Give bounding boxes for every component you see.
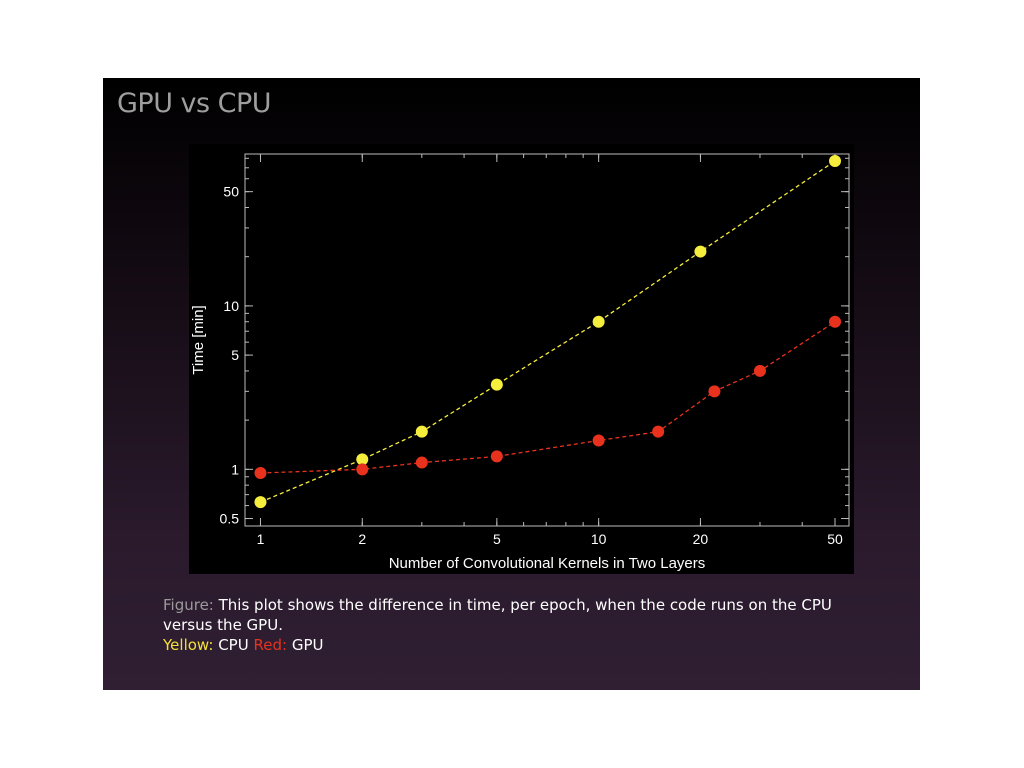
slide-title: GPU vs CPU [117,88,272,119]
data-point-cpu [254,496,267,509]
caption-figure-key: Figure: [163,596,214,614]
data-point-cpu [490,378,503,391]
y-tick-label: 50 [223,184,239,200]
series-line-gpu [260,321,836,474]
plot-frame [244,153,850,527]
data-point-gpu [652,425,665,438]
y-tick-label: 5 [231,347,239,363]
chart-background [189,144,854,574]
x-tick-label: 1 [257,531,265,547]
y-axis-label: Time [min] [190,305,207,374]
series-gpu [254,315,842,479]
data-point-gpu [415,456,428,469]
y-tick-label: 0.5 [220,511,240,527]
data-point-gpu [356,463,369,476]
x-tick-label: 50 [827,531,843,547]
x-axis-label: Number of Convolutional Kernels in Two L… [389,555,706,572]
slide: GPU vs CPU 1 2 5 10 20 50 0.5 1 5 10 50 Number of… [103,78,920,690]
caption-yellow-value: CPU [218,636,249,654]
data-point-cpu [592,315,605,328]
data-point-gpu [708,385,721,398]
data-point-gpu [490,450,503,463]
x-tick-label: 5 [493,531,501,547]
data-point-cpu [415,425,428,438]
data-point-gpu [592,434,605,447]
caption-red-key: Red: [253,636,288,654]
data-point-gpu [753,364,766,377]
series-cpu [254,155,842,509]
y-axis: 0.5 1 5 10 50 [220,184,849,527]
chart-container: 1 2 5 10 20 50 0.5 1 5 10 50 Number of Convolutio… [189,144,854,574]
x-tick-label: 2 [358,531,366,547]
data-point-cpu [829,155,842,168]
x-tick-label: 10 [591,531,607,547]
data-point-cpu [694,245,707,258]
caption-figure-text: This plot shows the difference in time, … [163,596,832,634]
time-vs-kernels-chart: 1 2 5 10 20 50 0.5 1 5 10 50 Number of Convolutio… [189,144,854,574]
caption-red-value: GPU [291,636,324,654]
series-layer [254,155,842,509]
y-tick-label: 10 [223,298,239,314]
x-tick-label: 20 [693,531,709,547]
caption-yellow-key: Yellow: [163,636,214,654]
y-tick-label: 1 [231,461,239,477]
x-axis: 1 2 5 10 20 50 [257,154,843,547]
data-point-gpu [829,315,842,328]
data-point-cpu [356,453,369,466]
figure-caption: Figure: This plot shows the difference i… [163,595,883,655]
data-point-gpu [254,466,267,479]
